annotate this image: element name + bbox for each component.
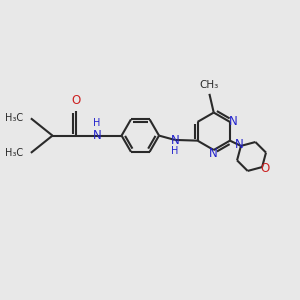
Text: N: N <box>229 116 238 128</box>
Text: H₃C: H₃C <box>5 113 23 123</box>
Text: H: H <box>171 146 178 156</box>
Text: N: N <box>235 138 244 151</box>
Text: H: H <box>93 118 101 128</box>
Text: H₃C: H₃C <box>5 148 23 158</box>
Text: O: O <box>71 94 80 107</box>
Text: O: O <box>260 162 270 175</box>
Text: N: N <box>93 128 101 142</box>
Text: N: N <box>170 134 179 147</box>
Text: N: N <box>209 147 218 160</box>
Text: CH₃: CH₃ <box>200 80 219 90</box>
